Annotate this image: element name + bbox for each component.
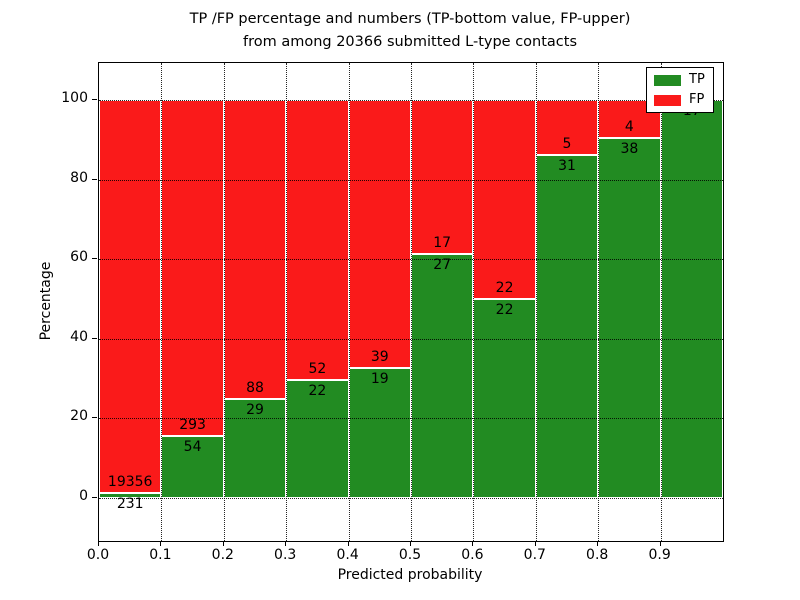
gridline-vertical <box>223 63 225 541</box>
plot-area: 1935623129354882952223919172722225314381… <box>98 62 724 542</box>
bar-segment-tp <box>411 253 474 498</box>
legend-item-fp: FP <box>654 93 705 107</box>
gridline-horizontal <box>99 259 723 261</box>
x-tick-label: 0.3 <box>274 547 297 563</box>
x-tick-label: 0.2 <box>211 547 234 563</box>
gridline-horizontal <box>99 338 723 340</box>
y-tick-label: 0 <box>79 488 88 505</box>
bar-segment-tp <box>660 100 723 498</box>
bar-segment-fp <box>286 100 349 380</box>
x-tick-mark <box>659 542 661 546</box>
x-tick-label: 0.9 <box>648 547 671 563</box>
x-tick-mark <box>98 542 99 546</box>
bar-segment-tp <box>348 367 411 498</box>
legend-item-tp: TP <box>654 73 705 87</box>
y-tick-label: 80 <box>70 169 88 186</box>
gridline-vertical <box>473 63 475 541</box>
legend-label-tp: TP <box>689 72 705 87</box>
gridline-horizontal <box>99 100 723 101</box>
x-tick-label: 0.7 <box>523 547 546 563</box>
bar-label-fp: 4 <box>624 118 634 135</box>
x-tick-label: 0.5 <box>398 547 422 563</box>
bar-label-fp: 22 <box>495 280 514 296</box>
bar-segment-fp <box>411 100 474 254</box>
x-tick-mark <box>160 542 162 546</box>
y-tick-mark <box>92 337 97 339</box>
legend-label-fp: FP <box>689 92 705 107</box>
bar-segment-tp <box>286 379 349 498</box>
gridline-vertical <box>535 63 537 541</box>
bar-label-fp: 52 <box>308 360 327 377</box>
bar-segment-fp <box>473 100 536 299</box>
gridline-vertical <box>161 63 163 541</box>
fp-swatch-icon <box>654 94 681 106</box>
gridline-vertical <box>660 63 662 541</box>
x-tick-label: 0.1 <box>149 547 172 563</box>
bar-label-fp: 39 <box>370 348 389 365</box>
y-tick-mark <box>92 258 97 260</box>
bar-label-fp: 17 <box>433 234 452 251</box>
bar-segment-fp <box>348 100 411 368</box>
bar-label-tp: 22 <box>308 382 327 399</box>
x-tick-mark <box>285 542 287 546</box>
gridline-vertical <box>411 63 412 541</box>
bar-label-tp: 54 <box>183 439 202 456</box>
x-tick-mark <box>222 542 224 546</box>
bar-segment-fp <box>223 100 287 400</box>
bar-label-fp: 19356 <box>107 474 153 491</box>
chart-title-line2: from among 20366 submitted L-type contac… <box>242 34 578 50</box>
x-tick-mark <box>534 542 536 546</box>
bar-label-tp: 22 <box>495 302 514 318</box>
bar-label-tp: 231 <box>116 496 144 513</box>
gridline-vertical <box>348 63 350 541</box>
x-tick-mark <box>597 542 599 546</box>
x-axis-label: Predicted probability <box>337 567 483 583</box>
y-tick-label: 40 <box>70 328 88 345</box>
x-tick-label: 0.8 <box>586 547 609 563</box>
gridline-horizontal <box>99 418 723 420</box>
x-tick-label: 0.0 <box>86 547 110 563</box>
y-tick-mark <box>92 178 97 180</box>
y-tick-mark <box>92 417 97 419</box>
bar-segment-tp <box>473 299 536 498</box>
bar-label-fp: 5 <box>562 136 572 153</box>
bar-segment-tp <box>161 436 224 498</box>
bar-segment-tp <box>99 493 162 498</box>
bar-label-fp: 88 <box>246 380 264 397</box>
y-tick-label: 60 <box>70 249 88 266</box>
tp-swatch-icon <box>654 74 681 86</box>
x-tick-mark <box>472 542 474 546</box>
x-tick-label: 0.6 <box>461 547 484 563</box>
legend: TP FP <box>646 67 714 113</box>
y-tick-mark <box>92 99 97 100</box>
bar-segment-fp <box>161 100 224 437</box>
bar-label-fp: 293 <box>179 417 206 434</box>
y-tick-mark <box>92 497 97 499</box>
bar-segment-fp <box>99 100 162 494</box>
bar-label-tp: 31 <box>558 158 576 175</box>
bar-segment-tp <box>598 137 661 498</box>
y-tick-label: 20 <box>70 408 88 425</box>
bar-segment-tp <box>535 155 599 498</box>
gridline-horizontal <box>99 179 723 181</box>
bar-label-tp: 29 <box>246 402 264 419</box>
bar-label-tp: 27 <box>433 256 452 273</box>
x-tick-mark <box>410 542 411 546</box>
x-tick-mark <box>347 542 349 546</box>
x-tick-label: 0.4 <box>336 547 359 563</box>
gridline-vertical <box>598 63 600 541</box>
y-tick-label: 100 <box>61 90 88 106</box>
gridline-vertical <box>286 63 288 541</box>
chart-title: TP /FP percentage and numbers (TP-bottom… <box>98 8 722 54</box>
bar-label-tp: 19 <box>370 370 389 387</box>
gridline-horizontal <box>99 498 723 500</box>
chart-title-line1: TP /FP percentage and numbers (TP-bottom… <box>189 11 631 27</box>
bar-label-tp: 38 <box>620 140 639 157</box>
